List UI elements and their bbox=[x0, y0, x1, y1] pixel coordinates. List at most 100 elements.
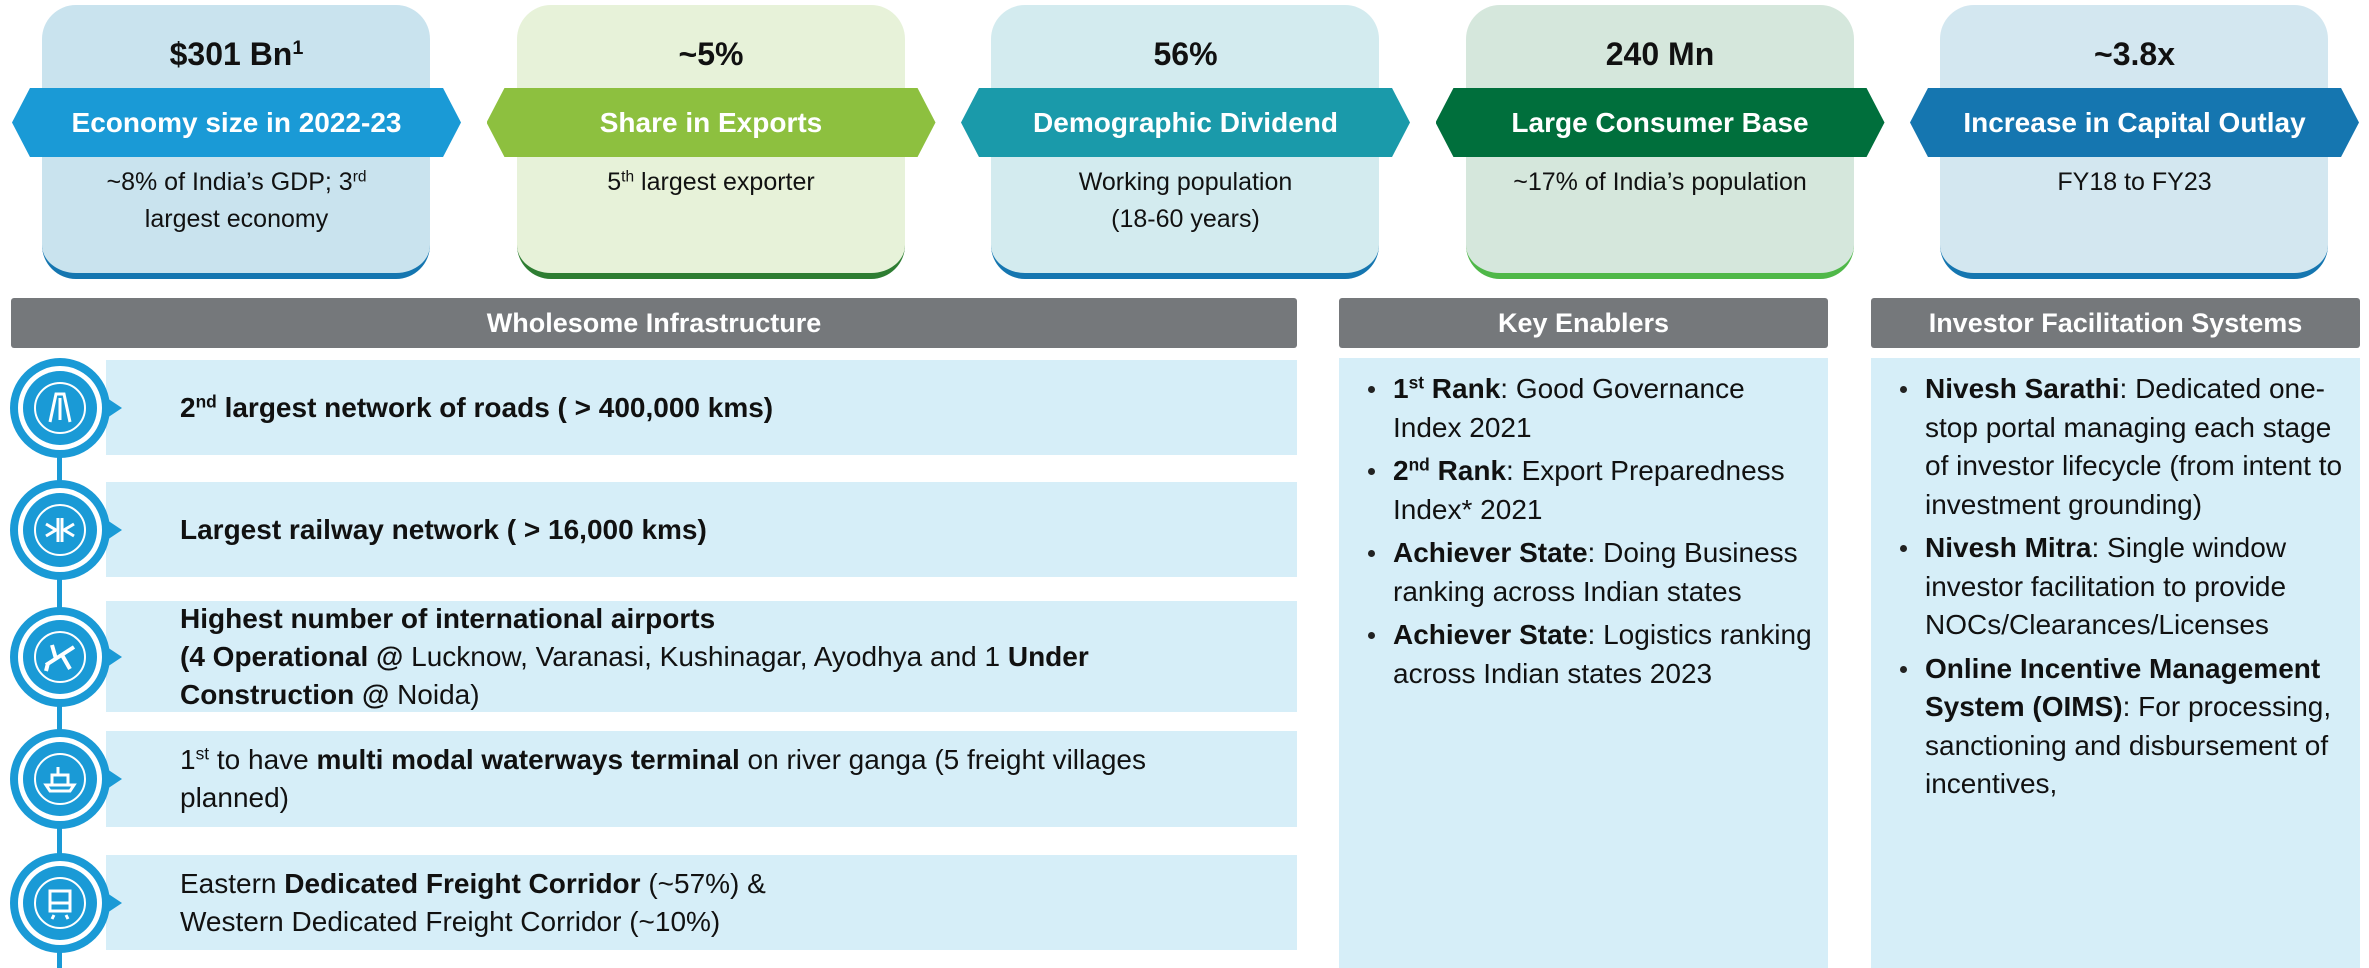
bullet-item: Nivesh Mitra: Single window investor fac… bbox=[1900, 529, 2346, 645]
superscript: rd bbox=[352, 168, 367, 186]
superscript: nd bbox=[1408, 454, 1430, 475]
superscript: st bbox=[1408, 372, 1425, 393]
text-run: 5 bbox=[607, 168, 622, 196]
superscript: st bbox=[195, 743, 210, 764]
card-title: Economy size in 2022-23 bbox=[12, 88, 461, 157]
text-run: 2 bbox=[1393, 455, 1409, 486]
text-run: ~17% of India’s population bbox=[1513, 168, 1807, 196]
superscript: 1 bbox=[292, 37, 304, 60]
text-run: largest network of roads ( > 400,000 kms… bbox=[216, 391, 774, 423]
facilitation-panel: Nivesh Sarathi: Dedicated one-stop porta… bbox=[1871, 358, 2360, 968]
card-value: ~5% bbox=[487, 30, 936, 78]
text-run: : Export Preparedness Index* 2021 bbox=[1393, 455, 1785, 525]
text-run: on river ganga (5 freight villages plann… bbox=[180, 744, 1146, 813]
infrastructure-row: Highest number of international airports… bbox=[106, 601, 1297, 712]
text-run: ~3.8x bbox=[2094, 36, 2175, 72]
row-text: Highest number of international airports… bbox=[180, 600, 1240, 714]
text-line: Largest railway network ( > 16,000 kms) bbox=[180, 511, 1240, 549]
card-value: $301 Bn1 bbox=[12, 30, 461, 78]
text-line: (18-60 years) bbox=[961, 201, 1410, 238]
text-run: Nivesh Mitra bbox=[1925, 532, 2092, 563]
text-run: (18-60 years) bbox=[1111, 205, 1260, 233]
card-value: 56% bbox=[961, 30, 1410, 78]
text-run: 2 bbox=[180, 391, 196, 423]
text-run: (~57%) & bbox=[640, 867, 766, 899]
bullet-item: 2nd Rank: Export Preparedness Index* 202… bbox=[1368, 452, 1814, 529]
text-run: multi modal waterways terminal bbox=[316, 744, 740, 775]
text-run: : Single window investor facilitation to… bbox=[1925, 532, 2287, 640]
text-run: Highest number of international airports bbox=[180, 602, 716, 634]
card-desc: ~8% of India’s GDP; 3rd largest economy bbox=[12, 164, 461, 238]
text-run: Achiever State bbox=[1393, 619, 1588, 650]
infrastructure-row: Largest railway network ( > 16,000 kms) bbox=[106, 482, 1297, 577]
text-run: $301 Bn bbox=[169, 36, 293, 72]
section-header: Investor Facilitation Systems bbox=[1871, 298, 2360, 348]
text-run: : Doing Business ranking across Indian s… bbox=[1393, 537, 1798, 607]
text-run: Achiever State bbox=[1393, 537, 1588, 568]
text-run: (4 Operational @ bbox=[180, 640, 404, 672]
text-run: Working population bbox=[1078, 168, 1293, 196]
text-run: Online Incentive Management System (OIMS… bbox=[1925, 652, 2321, 723]
text-run: Rank bbox=[1429, 455, 1507, 486]
text-run: 1 bbox=[1393, 373, 1409, 404]
row-icon bbox=[10, 357, 122, 458]
card-title: Share in Exports bbox=[486, 88, 936, 157]
text-run: Largest railway network ( > 16,000 kms) bbox=[180, 513, 707, 545]
row-icon bbox=[10, 729, 122, 829]
text-run: Dedicated Freight Corridor bbox=[284, 867, 641, 899]
text-line: Eastern Dedicated Freight Corridor (~57%… bbox=[180, 865, 1240, 903]
text-run: Noida) bbox=[389, 678, 480, 710]
text-run: Nivesh Sarathi bbox=[1925, 373, 2120, 404]
row-text: Eastern Dedicated Freight Corridor (~57%… bbox=[180, 865, 1240, 941]
card-desc: Working population (18-60 years) bbox=[961, 164, 1410, 238]
bullet-item: Online Incentive Management System (OIMS… bbox=[1900, 650, 2346, 804]
text-run: ~5% bbox=[678, 36, 744, 72]
card-value: ~3.8x bbox=[1910, 30, 2359, 78]
text-run: 1 bbox=[180, 744, 196, 775]
card-desc: 5th largest exporter bbox=[487, 164, 936, 201]
row-icon bbox=[10, 606, 122, 707]
text-run: : Dedicated one-stop portal managing eac… bbox=[1925, 373, 2343, 520]
enablers-panel: 1st Rank: Good Governance Index 2021 2nd … bbox=[1339, 358, 1828, 968]
text-line: ~17% of India’s population bbox=[1436, 164, 1885, 201]
text-line: FY18 to FY23 bbox=[1910, 164, 2359, 201]
row-icon bbox=[10, 852, 122, 953]
text-run: Eastern bbox=[180, 867, 285, 899]
text-line: 1st to have multi modal waterways termin… bbox=[180, 741, 1240, 817]
text-line: (4 Operational @ Lucknow, Varanasi, Kush… bbox=[180, 638, 1240, 714]
infrastructure-row: 2nd largest network of roads ( > 400,000… bbox=[106, 360, 1297, 455]
text-run: Lucknow, Varanasi, Kushinagar, Ayodhya a… bbox=[403, 640, 1008, 672]
text-run: largest exporter bbox=[634, 168, 815, 196]
superscript: th bbox=[621, 168, 635, 186]
text-line: ~8% of India’s GDP; 3rd bbox=[12, 164, 461, 201]
row-icon bbox=[10, 479, 122, 580]
text-run: Western Dedicated Freight Corridor (~10%… bbox=[180, 905, 721, 937]
text-run: : For processing, sanctioning and disbur… bbox=[1925, 691, 2332, 799]
bullet-list: Nivesh Sarathi: Dedicated one-stop porta… bbox=[1871, 358, 2360, 804]
text-run: 240 Mn bbox=[1605, 36, 1715, 72]
infrastructure-row: Eastern Dedicated Freight Corridor (~57%… bbox=[106, 855, 1297, 950]
bullet-item: Achiever State: Doing Business ranking a… bbox=[1368, 534, 1814, 611]
text-run: Rank bbox=[1424, 373, 1501, 404]
bullet-list: 1st Rank: Good Governance Index 2021 2nd … bbox=[1339, 358, 1828, 693]
text-run: 56% bbox=[1153, 36, 1218, 72]
card-title: Increase in Capital Outlay bbox=[1910, 88, 2359, 157]
row-text: 1st to have multi modal waterways termin… bbox=[180, 741, 1240, 817]
row-text: 2nd largest network of roads ( > 400,000… bbox=[180, 389, 1240, 427]
card-title: Large Consumer Base bbox=[1435, 88, 1885, 157]
card-desc: FY18 to FY23 bbox=[1910, 164, 2359, 201]
text-run: : Logistics ranking across Indian states… bbox=[1393, 619, 1812, 689]
row-text: Largest railway network ( > 16,000 kms) bbox=[180, 511, 1240, 549]
superscript: nd bbox=[195, 390, 217, 411]
text-line: Highest number of international airports bbox=[180, 600, 1240, 638]
bullet-item: 1st Rank: Good Governance Index 2021 bbox=[1368, 370, 1814, 447]
text-line: 2nd largest network of roads ( > 400,000… bbox=[180, 389, 1240, 427]
bullet-item: Nivesh Sarathi: Dedicated one-stop porta… bbox=[1900, 370, 2346, 524]
text-run: largest economy bbox=[144, 205, 329, 233]
text-run: Under Construction @ bbox=[180, 640, 1089, 710]
text-line: largest economy bbox=[12, 201, 461, 238]
card-value: 240 Mn bbox=[1436, 30, 1885, 78]
text-line: 5th largest exporter bbox=[487, 164, 936, 201]
infrastructure-row: 1st to have multi modal waterways termin… bbox=[106, 731, 1297, 827]
